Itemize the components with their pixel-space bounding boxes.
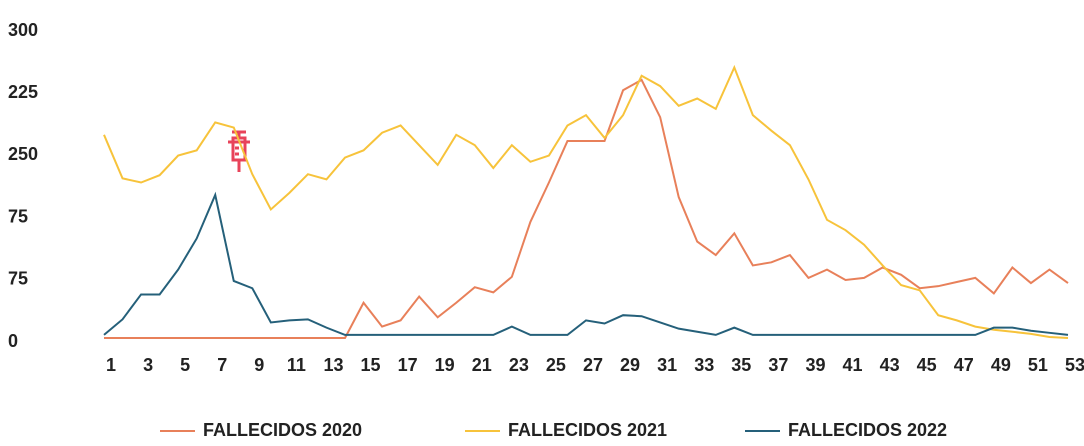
x-tick-label: 33 [694,355,714,375]
x-tick-label: 31 [657,355,677,375]
x-tick-label: 49 [991,355,1011,375]
y-tick-label: 225 [8,82,38,102]
x-tick-label: 37 [768,355,788,375]
x-tick-label: 9 [254,355,264,375]
x-tick-label: 41 [843,355,863,375]
x-tick-label: 11 [287,355,306,375]
x-tick-label: 7 [217,355,227,375]
x-tick-label: 3 [143,355,153,375]
x-tick-label: 29 [620,355,640,375]
x-tick-label: 21 [472,355,492,375]
x-tick-label: 25 [546,355,566,375]
y-tick-label: 250 [8,144,38,164]
legend-label: FALLECIDOS 2020 [203,420,362,440]
y-tick-label: 75 [8,206,28,226]
x-tick-label: 53 [1065,355,1084,375]
legend-label: FALLECIDOS 2022 [788,420,947,440]
x-tick-label: 15 [361,355,381,375]
x-tick-label: 39 [805,355,825,375]
y-tick-label: 75 [8,269,28,289]
x-tick-label: 17 [398,355,418,375]
x-tick-label: 5 [180,355,190,375]
x-tick-label: 35 [731,355,751,375]
syringe-icon [228,130,250,172]
x-tick-label: 1 [106,355,116,375]
y-tick-label: 300 [8,20,38,40]
x-tick-label: 27 [583,355,603,375]
x-tick-label: 47 [954,355,974,375]
x-tick-label: 43 [880,355,900,375]
series-line [103,191,1069,336]
x-tick-label: 51 [1028,355,1048,375]
x-tick-label: 45 [917,355,937,375]
series-line [103,64,1069,339]
legend-label: FALLECIDOS 2021 [508,420,667,440]
x-tick-label: 19 [435,355,455,375]
series-line [104,78,1069,339]
y-tick-label: 0 [8,331,18,351]
x-tick-label: 23 [509,355,529,375]
x-tick-label: 13 [323,355,343,375]
